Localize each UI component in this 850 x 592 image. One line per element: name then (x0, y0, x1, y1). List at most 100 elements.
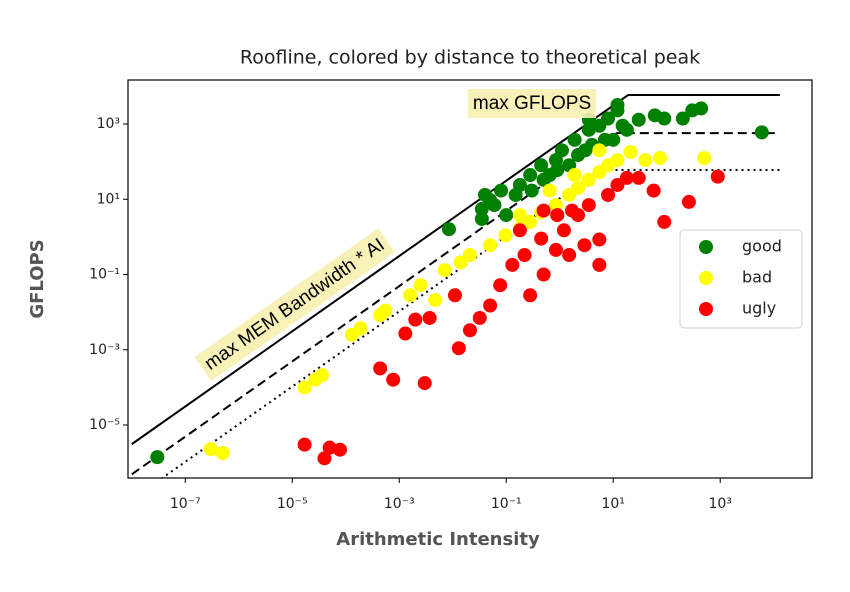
scatter-point (322, 440, 337, 455)
scatter-point (562, 248, 577, 263)
scatter-point (697, 151, 712, 166)
chart-title: Roofline, colored by distance to theoret… (240, 47, 700, 69)
scatter-point (472, 310, 487, 325)
scatter-point (754, 125, 769, 140)
y-tick-label: 10⁻³ (89, 342, 120, 358)
scatter-point (315, 368, 330, 383)
legend-marker (699, 240, 713, 254)
x-tick-label: 10⁻⁷ (170, 496, 201, 512)
scatter-point (462, 248, 477, 263)
y-tick-label: 10⁻¹ (89, 267, 120, 283)
scatter-point (517, 248, 532, 263)
scatter-point (646, 183, 661, 198)
scatter-point (556, 223, 571, 238)
scatter-point (592, 143, 607, 158)
legend-label: bad (742, 268, 772, 287)
scatter-point (498, 228, 513, 243)
scatter-point (441, 222, 456, 237)
scatter-point (398, 326, 413, 341)
scatter-point (386, 372, 401, 387)
scatter-point (505, 257, 520, 272)
scatter-point (297, 437, 312, 452)
scatter-point (638, 153, 653, 168)
legend-marker (699, 302, 713, 316)
legend-box (679, 229, 803, 329)
scatter-point (653, 151, 668, 166)
x-tick-label: 10⁻³ (384, 496, 415, 512)
scatter-point (534, 158, 549, 173)
legend-marker (699, 271, 713, 285)
annotation-box (194, 228, 395, 381)
plot-frame (127, 79, 813, 479)
scatter-point (657, 214, 672, 229)
scatter-point (601, 187, 616, 202)
y-tick-label: 10¹ (97, 191, 120, 207)
scatter-point (592, 232, 607, 247)
scatter-point (451, 341, 466, 356)
scatter-point (353, 321, 368, 336)
scatter-point (483, 298, 498, 313)
scatter-point (577, 238, 592, 253)
scatter-point (710, 169, 725, 184)
scatter-point (508, 187, 523, 202)
scatter-point (373, 361, 388, 376)
scatter-point (453, 255, 468, 270)
scatter-point (597, 132, 612, 147)
legend-label: ugly (742, 299, 776, 318)
scatter-point (524, 183, 539, 198)
scatter-point (474, 202, 489, 217)
scatter-point (447, 288, 462, 303)
annotation-text: max GFLOPS (473, 93, 591, 114)
scatter-point (487, 198, 502, 213)
scatter-point (523, 288, 538, 303)
y-tick-label: 10³ (97, 116, 120, 132)
annotation: max MEM Bandwidth * AI (194, 228, 395, 381)
scatter-point (581, 198, 596, 213)
scatter-point (631, 170, 646, 185)
scatter-point (417, 376, 432, 391)
scatter-point (581, 122, 596, 137)
scatter-point (203, 442, 218, 457)
scatter-point (534, 231, 549, 246)
scatter-point (403, 288, 418, 303)
scatter-point (150, 450, 165, 465)
annotation-box (467, 89, 597, 119)
scatter-point (610, 153, 625, 168)
x-tick-label: 10⁻¹ (491, 496, 522, 512)
scatter-point (571, 180, 586, 195)
annotation-text: max MEM Bandwidth * AI (201, 235, 389, 375)
scatter-point (592, 257, 607, 272)
y-tick-label: 10⁻⁵ (89, 417, 120, 433)
x-tick-label: 10⁻⁵ (277, 496, 308, 512)
roofline (131, 132, 780, 476)
scatter-point (623, 145, 638, 160)
scatter-point (601, 111, 616, 126)
scatter-point (483, 238, 498, 253)
scatter-point (619, 122, 634, 137)
y-axis-label: GFLOPS (27, 239, 48, 318)
scatter-point (523, 168, 538, 183)
scatter-point (437, 263, 452, 278)
scatter-point (413, 278, 428, 293)
scatter-point (610, 98, 625, 113)
scatter-point (548, 242, 563, 257)
scatter-point (408, 312, 423, 327)
scatter-point (428, 293, 443, 308)
scatter-point (542, 183, 557, 198)
scatter-point (675, 111, 690, 126)
scatter-point (477, 187, 492, 202)
scatter-point (565, 203, 580, 218)
x-tick-label: 10¹ (601, 496, 624, 512)
scatter-point (499, 208, 514, 223)
scatter-point (474, 211, 489, 226)
scatter-point (493, 278, 508, 293)
scatter-point (542, 168, 557, 183)
scatter-point (462, 323, 477, 338)
scatter-point (512, 223, 527, 238)
scatter-point (619, 170, 634, 185)
x-axis-label: Arithmetic Intensity (336, 529, 540, 550)
scatter-point (578, 143, 593, 158)
scatter-point (378, 303, 393, 318)
scatter-point (317, 451, 332, 466)
